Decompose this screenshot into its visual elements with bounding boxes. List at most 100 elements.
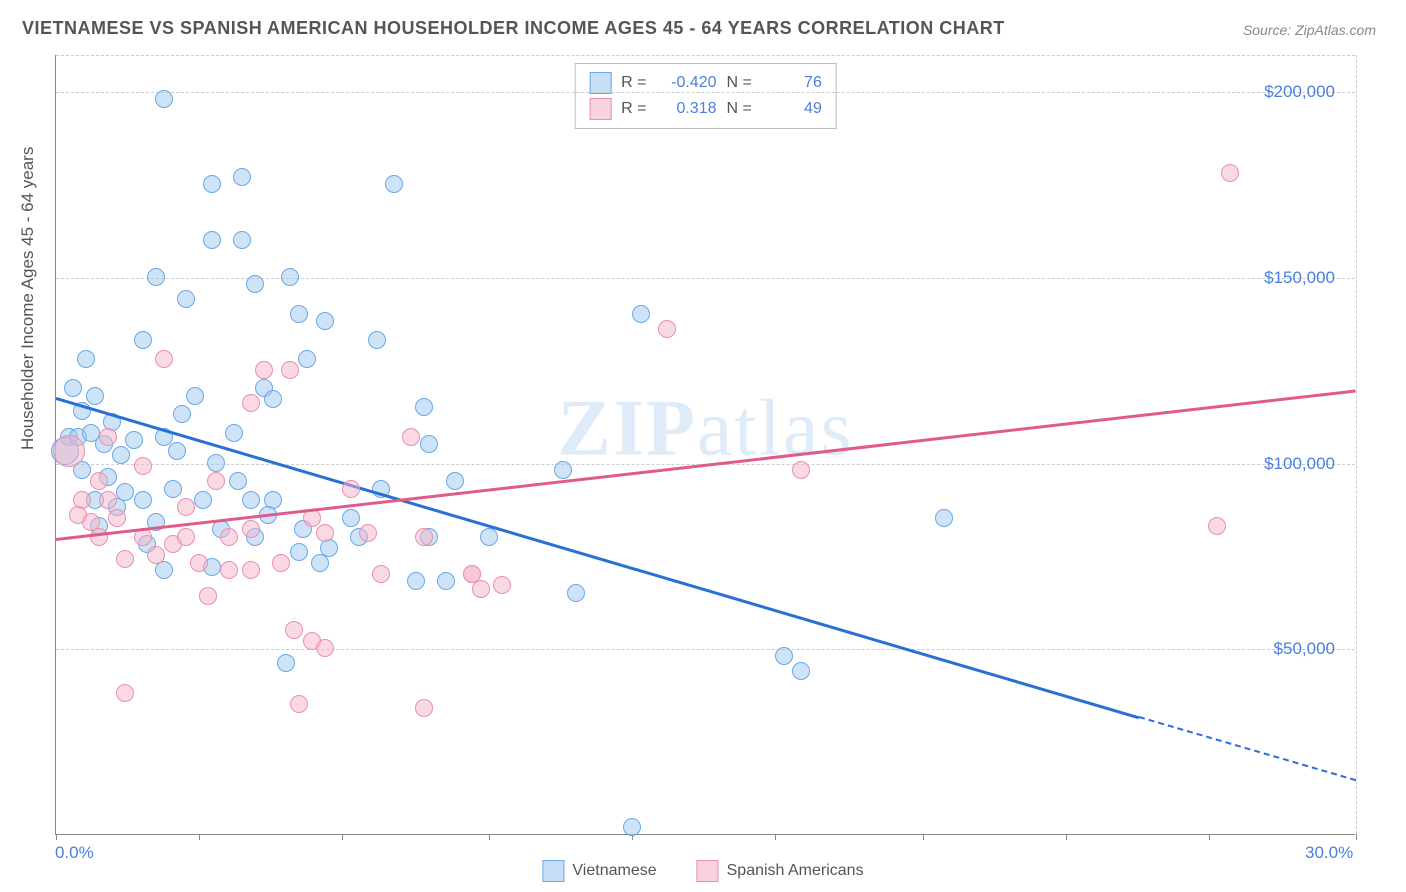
data-point — [108, 509, 126, 527]
x-tick — [923, 834, 924, 840]
n-label: N = — [727, 74, 752, 92]
n-label: N = — [727, 100, 752, 118]
data-point — [246, 275, 264, 293]
chart-title: VIETNAMESE VS SPANISH AMERICAN HOUSEHOLD… — [22, 18, 1005, 39]
data-point — [220, 561, 238, 579]
data-point — [53, 435, 85, 467]
data-point — [415, 699, 433, 717]
grid-line — [56, 92, 1355, 93]
data-point — [290, 543, 308, 561]
data-point — [632, 305, 650, 323]
x-tick — [1066, 834, 1067, 840]
correlation-chart: VIETNAMESE VS SPANISH AMERICAN HOUSEHOLD… — [0, 0, 1406, 892]
trend-line-dashed — [1139, 716, 1356, 781]
x-tick — [342, 834, 343, 840]
data-point — [316, 639, 334, 657]
data-point — [177, 528, 195, 546]
data-point — [90, 472, 108, 490]
x-tick — [489, 834, 490, 840]
data-point — [203, 175, 221, 193]
data-point — [437, 572, 455, 590]
data-point — [493, 576, 511, 594]
r-value: 0.318 — [657, 100, 717, 118]
y-axis-title: Householder Income Ages 45 - 64 years — [18, 147, 38, 450]
data-point — [242, 561, 260, 579]
swatch-spanish — [589, 98, 611, 120]
x-tick — [56, 834, 57, 840]
data-point — [342, 509, 360, 527]
data-point — [658, 320, 676, 338]
data-point — [480, 528, 498, 546]
data-point — [281, 268, 299, 286]
data-point — [264, 390, 282, 408]
x-tick — [775, 834, 776, 840]
x-min-label: 0.0% — [55, 843, 94, 863]
data-point — [164, 480, 182, 498]
n-value: 76 — [762, 74, 822, 92]
data-point — [177, 498, 195, 516]
data-point — [472, 580, 490, 598]
data-point — [242, 491, 260, 509]
data-point — [290, 305, 308, 323]
data-point — [298, 350, 316, 368]
data-point — [233, 168, 251, 186]
data-point — [199, 587, 217, 605]
data-point — [407, 572, 425, 590]
data-point — [155, 90, 173, 108]
data-point — [86, 387, 104, 405]
watermark: ZIPatlas — [558, 383, 854, 474]
data-point — [220, 528, 238, 546]
r-label: R = — [621, 100, 646, 118]
data-point — [277, 654, 295, 672]
data-point — [792, 662, 810, 680]
swatch-spanish — [697, 860, 719, 882]
data-point — [272, 554, 290, 572]
swatch-vietnamese — [542, 860, 564, 882]
data-point — [99, 428, 117, 446]
data-point — [116, 550, 134, 568]
data-point — [281, 361, 299, 379]
data-point — [311, 554, 329, 572]
grid-line — [56, 649, 1355, 650]
y-tick-label: $100,000 — [1264, 454, 1335, 474]
data-point — [69, 506, 87, 524]
y-tick-label: $50,000 — [1274, 639, 1335, 659]
legend-item: Vietnamese — [542, 860, 656, 882]
y-tick-label: $200,000 — [1264, 82, 1335, 102]
x-tick — [1356, 834, 1357, 840]
data-point — [190, 554, 208, 572]
data-point — [415, 528, 433, 546]
data-point — [203, 231, 221, 249]
data-point — [342, 480, 360, 498]
data-point — [64, 379, 82, 397]
grid-line — [1356, 55, 1357, 834]
legend-label: Spanish Americans — [727, 862, 864, 880]
grid-line — [56, 55, 1355, 56]
x-tick — [1209, 834, 1210, 840]
data-point — [134, 457, 152, 475]
data-point — [177, 290, 195, 308]
data-point — [792, 461, 810, 479]
data-point — [316, 524, 334, 542]
r-value: -0.420 — [657, 74, 717, 92]
source-label: Source: ZipAtlas.com — [1243, 22, 1376, 38]
plot-area: ZIPatlas R = -0.420 N = 76 R = 0.318 N =… — [55, 55, 1355, 835]
data-point — [125, 431, 143, 449]
data-point — [147, 268, 165, 286]
r-label: R = — [621, 74, 646, 92]
data-point — [385, 175, 403, 193]
data-point — [225, 424, 243, 442]
data-point — [290, 695, 308, 713]
data-point — [775, 647, 793, 665]
data-point — [567, 584, 585, 602]
series-legend: Vietnamese Spanish Americans — [542, 860, 863, 882]
data-point — [402, 428, 420, 446]
data-point — [186, 387, 204, 405]
data-point — [134, 331, 152, 349]
data-point — [77, 350, 95, 368]
data-point — [207, 472, 225, 490]
legend-item: Spanish Americans — [697, 860, 864, 882]
data-point — [147, 546, 165, 564]
data-point — [1221, 164, 1239, 182]
data-point — [285, 621, 303, 639]
